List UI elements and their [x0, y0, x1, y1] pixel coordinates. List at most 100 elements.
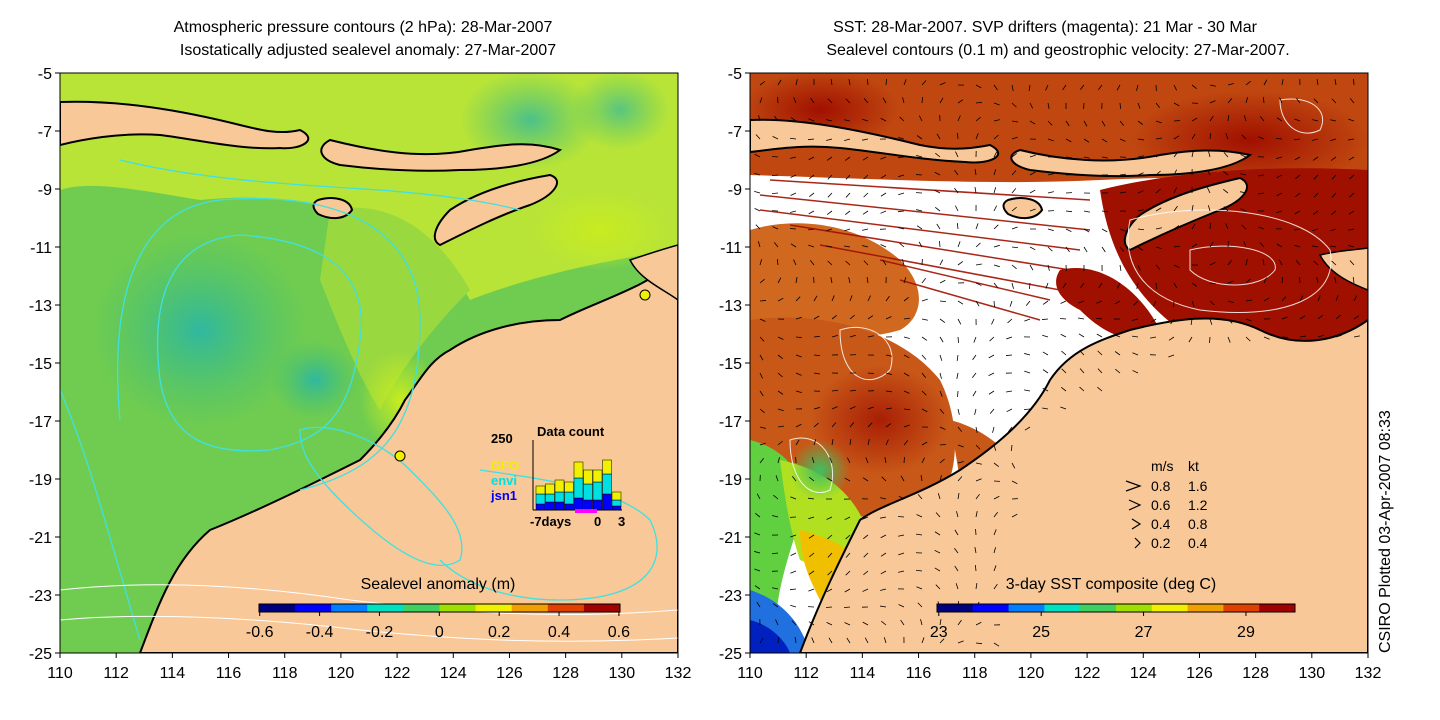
velocity-arrow [921, 318, 928, 321]
velocity-arrow [790, 552, 797, 556]
velocity-arrow [993, 547, 996, 554]
velocity-arrow [867, 295, 871, 302]
velocity-arrow [957, 619, 962, 626]
velocity-arrow [1029, 208, 1036, 212]
colorbar-swatch [547, 604, 585, 612]
velocity-arrow [1191, 84, 1197, 90]
velocity-arrow [974, 187, 977, 194]
y-tick-label: -11 [720, 240, 742, 257]
velocity-arrow [1011, 84, 1014, 91]
velocity-arrow [1011, 264, 1017, 270]
inset-bars [535, 459, 622, 511]
velocity-arrow [1330, 210, 1337, 215]
velocity-arrow [790, 243, 797, 248]
flores-islands [320, 138, 563, 172]
velocity-arrow [939, 372, 942, 379]
velocity-arrow [989, 336, 995, 342]
velocity-arrow [885, 423, 892, 428]
inset-x-label-end: 3 [618, 514, 625, 529]
velocity-arrow [975, 444, 981, 450]
inset-bar-segment [611, 499, 622, 507]
y-tick-label: -17 [719, 414, 742, 431]
velocity-arrow [846, 637, 851, 644]
velocity-arrow [975, 116, 981, 122]
velocity-arrow [975, 223, 979, 230]
velocity-arrow [777, 440, 783, 446]
velocity-arrow [993, 282, 999, 288]
velocity-arrow [813, 407, 820, 410]
velocity-arrow [1262, 96, 1265, 104]
velocity-arrow [898, 534, 905, 537]
velocity-arrow [845, 98, 851, 104]
velocity-arrow [777, 372, 783, 378]
velocity-arrow [1353, 315, 1360, 320]
velocity-arrow [809, 552, 815, 558]
velocity-arrow [1312, 138, 1319, 141]
velocity-arrow [813, 295, 818, 302]
velocity-arrow [1170, 318, 1175, 325]
velocity-arrow [916, 533, 923, 536]
velocity-arrow [808, 156, 815, 161]
left-colorbar-ticks: -0.6 -0.4 -0.2 0 0.2 0.4 0.6 [246, 612, 630, 641]
colorbar-swatch [439, 604, 477, 612]
velocity-arrow [1209, 241, 1214, 248]
velocity-arrow [993, 300, 995, 308]
velocity-arrow [1095, 317, 1103, 320]
y-tick-label: -25 [29, 646, 52, 663]
velocity-arrow [809, 174, 815, 180]
velocity-arrow [795, 336, 803, 339]
inset-legend-envi: envi [491, 473, 517, 488]
velocity-arrow [1243, 241, 1247, 248]
inset-bar-segment [573, 497, 584, 511]
inset-bar-segment [535, 485, 546, 495]
velocity-arrow [916, 514, 923, 518]
velocity-arrow [898, 174, 905, 178]
velocity-legend-kt: 1.2 [1188, 497, 1208, 513]
velocity-arrow [827, 174, 833, 180]
velocity-arrow [993, 583, 998, 590]
velocity-arrow [1349, 192, 1355, 198]
velocity-arrow [903, 336, 910, 339]
velocity-arrow [1240, 191, 1247, 194]
velocity-arrow [1065, 210, 1073, 213]
velocity-arrow [899, 242, 905, 248]
velocity-arrow [921, 390, 927, 396]
velocity-arrow [1258, 136, 1265, 140]
velocity-arrow [1299, 315, 1306, 320]
velocity-arrow [1079, 368, 1085, 374]
colorbar-swatch [1044, 604, 1081, 612]
data-count-inset: 250 Data count GFO envi jsn1 -7days 0 3 [490, 424, 625, 529]
velocity-arrow [1083, 156, 1090, 159]
velocity-arrow [1024, 389, 1031, 392]
velocity-arrow [1173, 264, 1180, 268]
x-tick-label: 126 [496, 665, 523, 682]
velocity-arrow [1060, 387, 1067, 392]
velocity-arrow [1065, 138, 1072, 143]
x-tick-label: 120 [1018, 665, 1045, 682]
velocity-arrow [885, 78, 887, 86]
velocity-arrow [921, 441, 928, 446]
x-tick-label: 118 [962, 665, 988, 682]
velocity-arrow [1029, 264, 1034, 271]
velocity-arrow [1207, 169, 1211, 176]
inset-legend-gfo: GFO [491, 458, 519, 473]
x-tick-label: 132 [665, 665, 692, 682]
velocity-arrow [1047, 173, 1054, 176]
colorbar-tick-label: 25 [1032, 624, 1050, 641]
inset-bar-segment [602, 459, 612, 475]
velocity-arrow [993, 512, 998, 518]
velocity-arrow [918, 241, 923, 248]
velocity-arrow [845, 534, 851, 540]
inset-bar-segment [535, 503, 546, 511]
inset-bar-segment [535, 493, 546, 505]
velocity-arrow [862, 516, 869, 520]
x-tick-label: 110 [47, 665, 73, 682]
velocity-arrow [1331, 192, 1337, 198]
velocity-arrow [939, 408, 945, 414]
velocity-arrow [1155, 153, 1162, 158]
velocity-arrow [759, 354, 764, 361]
velocity-arrow [1101, 228, 1108, 233]
velocity-arrow [975, 282, 982, 286]
velocity-arrow [1348, 245, 1355, 248]
